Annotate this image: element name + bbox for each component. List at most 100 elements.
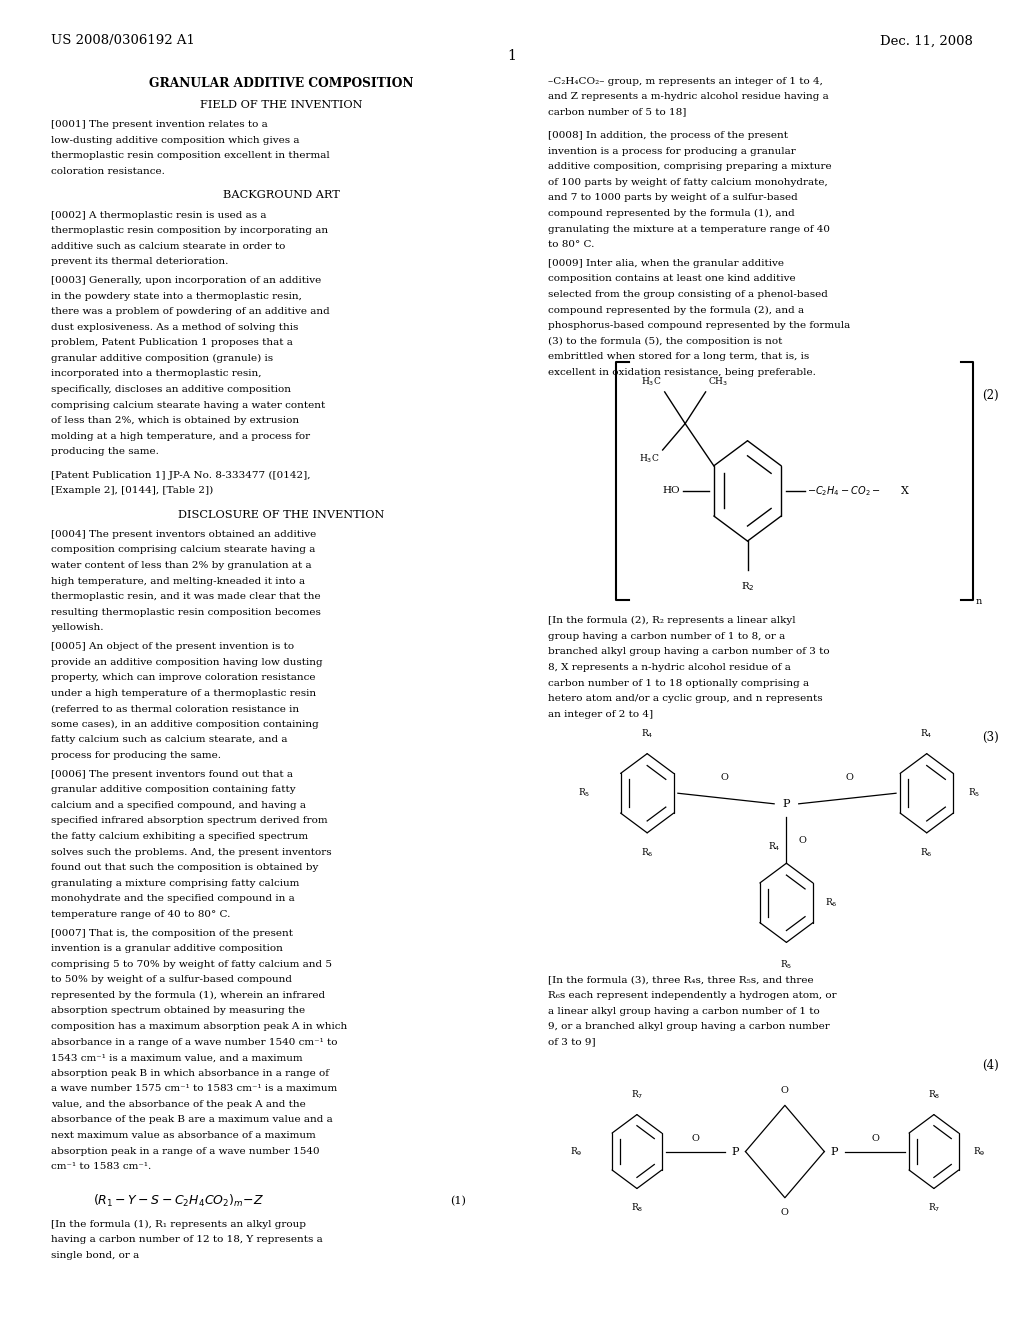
Text: [0007] That is, the composition of the present: [0007] That is, the composition of the p… [51,928,293,937]
Text: selected from the group consisting of a phenol-based: selected from the group consisting of a … [548,290,827,298]
Text: granulating the mixture at a temperature range of 40: granulating the mixture at a temperature… [548,224,829,234]
Text: R$_4$: R$_4$ [921,727,933,741]
Text: hetero atom and/or a cyclic group, and n represents: hetero atom and/or a cyclic group, and n… [548,694,822,704]
Text: absorption spectrum obtained by measuring the: absorption spectrum obtained by measurin… [51,1006,305,1015]
Text: absorbance of the peak B are a maximum value and a: absorbance of the peak B are a maximum v… [51,1115,333,1125]
Text: having a carbon number of 12 to 18, Y represents a: having a carbon number of 12 to 18, Y re… [51,1236,323,1243]
Text: granulating a mixture comprising fatty calcium: granulating a mixture comprising fatty c… [51,879,300,888]
Text: [0006] The present inventors found out that a: [0006] The present inventors found out t… [51,770,293,779]
Text: 9, or a branched alkyl group having a carbon number: 9, or a branched alkyl group having a ca… [548,1022,829,1031]
Text: R$_9$: R$_9$ [570,1146,583,1158]
Text: $(R_1-Y-S-C_2H_4CO_2)_m\!-\!Z$: $(R_1-Y-S-C_2H_4CO_2)_m\!-\!Z$ [93,1193,265,1209]
Text: O: O [846,774,853,781]
Text: –C₂H₄CO₂– group, m represents an integer of 1 to 4,: –C₂H₄CO₂– group, m represents an integer… [548,77,822,86]
Text: HO: HO [663,486,680,495]
Text: composition contains at least one kind additive: composition contains at least one kind a… [548,275,796,284]
Text: molding at a high temperature, and a process for: molding at a high temperature, and a pro… [51,432,310,441]
Text: [Patent Publication 1] JP-A No. 8-333477 ([0142],: [Patent Publication 1] JP-A No. 8-333477… [51,471,310,479]
Text: [In the formula (1), R₁ represents an alkyl group: [In the formula (1), R₁ represents an al… [51,1220,306,1229]
Text: composition has a maximum absorption peak A in which: composition has a maximum absorption pea… [51,1022,347,1031]
Text: process for producing the same.: process for producing the same. [51,751,221,760]
Text: composition comprising calcium stearate having a: composition comprising calcium stearate … [51,545,315,554]
Text: to 80° C.: to 80° C. [548,240,594,249]
Text: R$_5$: R$_5$ [968,787,980,800]
Text: absorption peak B in which absorbance in a range of: absorption peak B in which absorbance in… [51,1069,329,1077]
Text: and Z represents a m-hydric alcohol residue having a: and Z represents a m-hydric alcohol resi… [548,92,828,102]
Text: P: P [830,1147,839,1156]
Text: comprising calcium stearate having a water content: comprising calcium stearate having a wat… [51,400,326,409]
Text: R$_5$: R$_5$ [780,958,793,970]
Text: temperature range of 40 to 80° C.: temperature range of 40 to 80° C. [51,909,230,919]
Text: group having a carbon number of 1 to 8, or a: group having a carbon number of 1 to 8, … [548,632,785,642]
Text: absorption peak in a range of a wave number 1540: absorption peak in a range of a wave num… [51,1147,319,1155]
Text: [0003] Generally, upon incorporation of an additive: [0003] Generally, upon incorporation of … [51,276,322,285]
Text: found out that such the composition is obtained by: found out that such the composition is o… [51,863,318,873]
Text: granular additive composition (granule) is: granular additive composition (granule) … [51,354,273,363]
Text: O: O [691,1134,699,1143]
Text: H$_3$C: H$_3$C [641,375,662,388]
Text: P: P [782,799,791,809]
Text: calcium and a specified compound, and having a: calcium and a specified compound, and ha… [51,801,306,810]
Text: of less than 2%, which is obtained by extrusion: of less than 2%, which is obtained by ex… [51,416,299,425]
Text: specified infrared absorption spectrum derived from: specified infrared absorption spectrum d… [51,817,328,825]
Text: value, and the absorbance of the peak A and the: value, and the absorbance of the peak A … [51,1100,306,1109]
Text: water content of less than 2% by granulation at a: water content of less than 2% by granula… [51,561,312,570]
Text: compound represented by the formula (1), and: compound represented by the formula (1),… [548,209,795,218]
Text: granular additive composition containing fatty: granular additive composition containing… [51,785,296,795]
Text: under a high temperature of a thermoplastic resin: under a high temperature of a thermoplas… [51,689,316,698]
Text: $-C_2H_4-CO_2-$: $-C_2H_4-CO_2-$ [807,484,881,498]
Text: absorbance in a range of a wave number 1540 cm⁻¹ to: absorbance in a range of a wave number 1… [51,1038,338,1047]
Text: O: O [781,1086,788,1094]
Text: [In the formula (3), three R₄s, three R₅s, and three: [In the formula (3), three R₄s, three R₅… [548,975,813,985]
Text: to 50% by weight of a sulfur-based compound: to 50% by weight of a sulfur-based compo… [51,975,292,985]
Text: an integer of 2 to 4]: an integer of 2 to 4] [548,710,653,719]
Text: [0002] A thermoplastic resin is used as a: [0002] A thermoplastic resin is used as … [51,210,266,219]
Text: H$_3$C: H$_3$C [639,453,659,465]
Text: [Example 2], [0144], [Table 2]): [Example 2], [0144], [Table 2]) [51,486,213,495]
Text: BACKGROUND ART: BACKGROUND ART [223,190,340,201]
Text: high temperature, and melting-kneaded it into a: high temperature, and melting-kneaded it… [51,577,305,586]
Text: R$_2$: R$_2$ [740,581,755,594]
Text: excellent in oxidation resistance, being preferable.: excellent in oxidation resistance, being… [548,368,816,376]
Text: R$_5$: R$_5$ [579,787,591,800]
Text: (1): (1) [450,1196,466,1206]
Text: thermoplastic resin composition by incorporating an: thermoplastic resin composition by incor… [51,226,329,235]
Text: invention is a granular additive composition: invention is a granular additive composi… [51,944,283,953]
Text: yellowish.: yellowish. [51,623,103,632]
Text: n: n [976,597,982,606]
Text: (2): (2) [982,389,998,403]
Text: next maximum value as absorbance of a maximum: next maximum value as absorbance of a ma… [51,1131,316,1140]
Text: (3) to the formula (5), the composition is not: (3) to the formula (5), the composition … [548,337,782,346]
Text: [0004] The present inventors obtained an additive: [0004] The present inventors obtained an… [51,529,316,539]
Text: O: O [781,1208,788,1217]
Text: [0005] An object of the present invention is to: [0005] An object of the present inventio… [51,642,294,651]
Text: of 3 to 9]: of 3 to 9] [548,1038,596,1047]
Text: single bond, or a: single bond, or a [51,1250,139,1259]
Text: incorporated into a thermoplastic resin,: incorporated into a thermoplastic resin, [51,370,262,379]
Text: prevent its thermal deterioration.: prevent its thermal deterioration. [51,257,228,267]
Text: compound represented by the formula (2), and a: compound represented by the formula (2),… [548,305,804,314]
Text: a linear alkyl group having a carbon number of 1 to: a linear alkyl group having a carbon num… [548,1007,819,1015]
Text: cm⁻¹ to 1583 cm⁻¹.: cm⁻¹ to 1583 cm⁻¹. [51,1162,152,1171]
Text: GRANULAR ADDITIVE COMPOSITION: GRANULAR ADDITIVE COMPOSITION [150,77,414,90]
Text: X: X [901,486,909,496]
Text: US 2008/0306192 A1: US 2008/0306192 A1 [51,34,196,48]
Text: the fatty calcium exhibiting a specified spectrum: the fatty calcium exhibiting a specified… [51,832,308,841]
Text: and 7 to 1000 parts by weight of a sulfur-based: and 7 to 1000 parts by weight of a sulfu… [548,194,798,202]
Text: [0008] In addition, the process of the present: [0008] In addition, the process of the p… [548,131,787,140]
Text: some cases), in an additive composition containing: some cases), in an additive composition … [51,719,318,729]
Text: carbon number of 5 to 18]: carbon number of 5 to 18] [548,108,686,116]
Text: provide an additive composition having low dusting: provide an additive composition having l… [51,657,323,667]
Text: monohydrate and the specified compound in a: monohydrate and the specified compound i… [51,895,295,903]
Text: thermoplastic resin composition excellent in thermal: thermoplastic resin composition excellen… [51,152,330,160]
Text: coloration resistance.: coloration resistance. [51,166,165,176]
Text: problem, Patent Publication 1 proposes that a: problem, Patent Publication 1 proposes t… [51,338,293,347]
Text: O: O [720,774,728,781]
Text: solves such the problems. And, the present inventors: solves such the problems. And, the prese… [51,847,332,857]
Text: O: O [871,1134,879,1143]
Text: resulting thermoplastic resin composition becomes: resulting thermoplastic resin compositio… [51,607,322,616]
Text: branched alkyl group having a carbon number of 3 to: branched alkyl group having a carbon num… [548,648,829,656]
Text: (4): (4) [982,1059,998,1072]
Text: R$_6$: R$_6$ [641,846,653,858]
Text: in the powdery state into a thermoplastic resin,: in the powdery state into a thermoplasti… [51,292,302,301]
